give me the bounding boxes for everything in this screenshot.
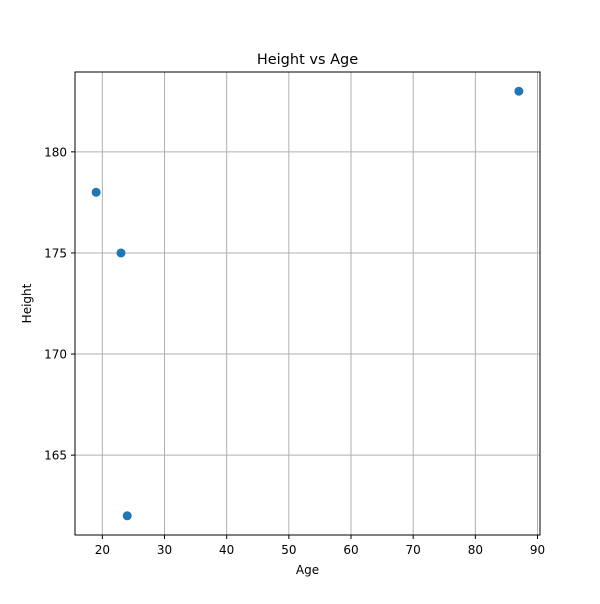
y-axis-label: Height xyxy=(20,283,34,323)
y-tick-label: 175 xyxy=(44,246,67,260)
x-tick-label: 40 xyxy=(219,543,234,557)
x-tick-label: 60 xyxy=(343,543,358,557)
x-axis-label: Age xyxy=(296,563,319,577)
x-tick-label: 20 xyxy=(95,543,110,557)
grid-lines xyxy=(75,72,540,535)
x-tick-label: 90 xyxy=(530,543,545,557)
x-tick-label: 80 xyxy=(468,543,483,557)
x-tick-label: 50 xyxy=(281,543,296,557)
chart-title: Height vs Age xyxy=(257,52,358,68)
x-tick-label: 70 xyxy=(406,543,421,557)
scatter-points xyxy=(91,86,524,521)
axis-ticks: 20 30 40 50 60 70 80 90 165 170 175 180 xyxy=(44,145,545,557)
y-tick-label: 180 xyxy=(44,145,67,159)
scatter-point xyxy=(514,86,524,96)
y-tick-label: 170 xyxy=(44,348,67,362)
x-tick-label: 30 xyxy=(157,543,172,557)
scatter-point xyxy=(122,511,132,521)
plot-frame xyxy=(74,71,541,536)
scatter-point xyxy=(91,187,101,197)
scatter-point xyxy=(116,248,126,258)
y-tick-label: 165 xyxy=(44,449,67,463)
